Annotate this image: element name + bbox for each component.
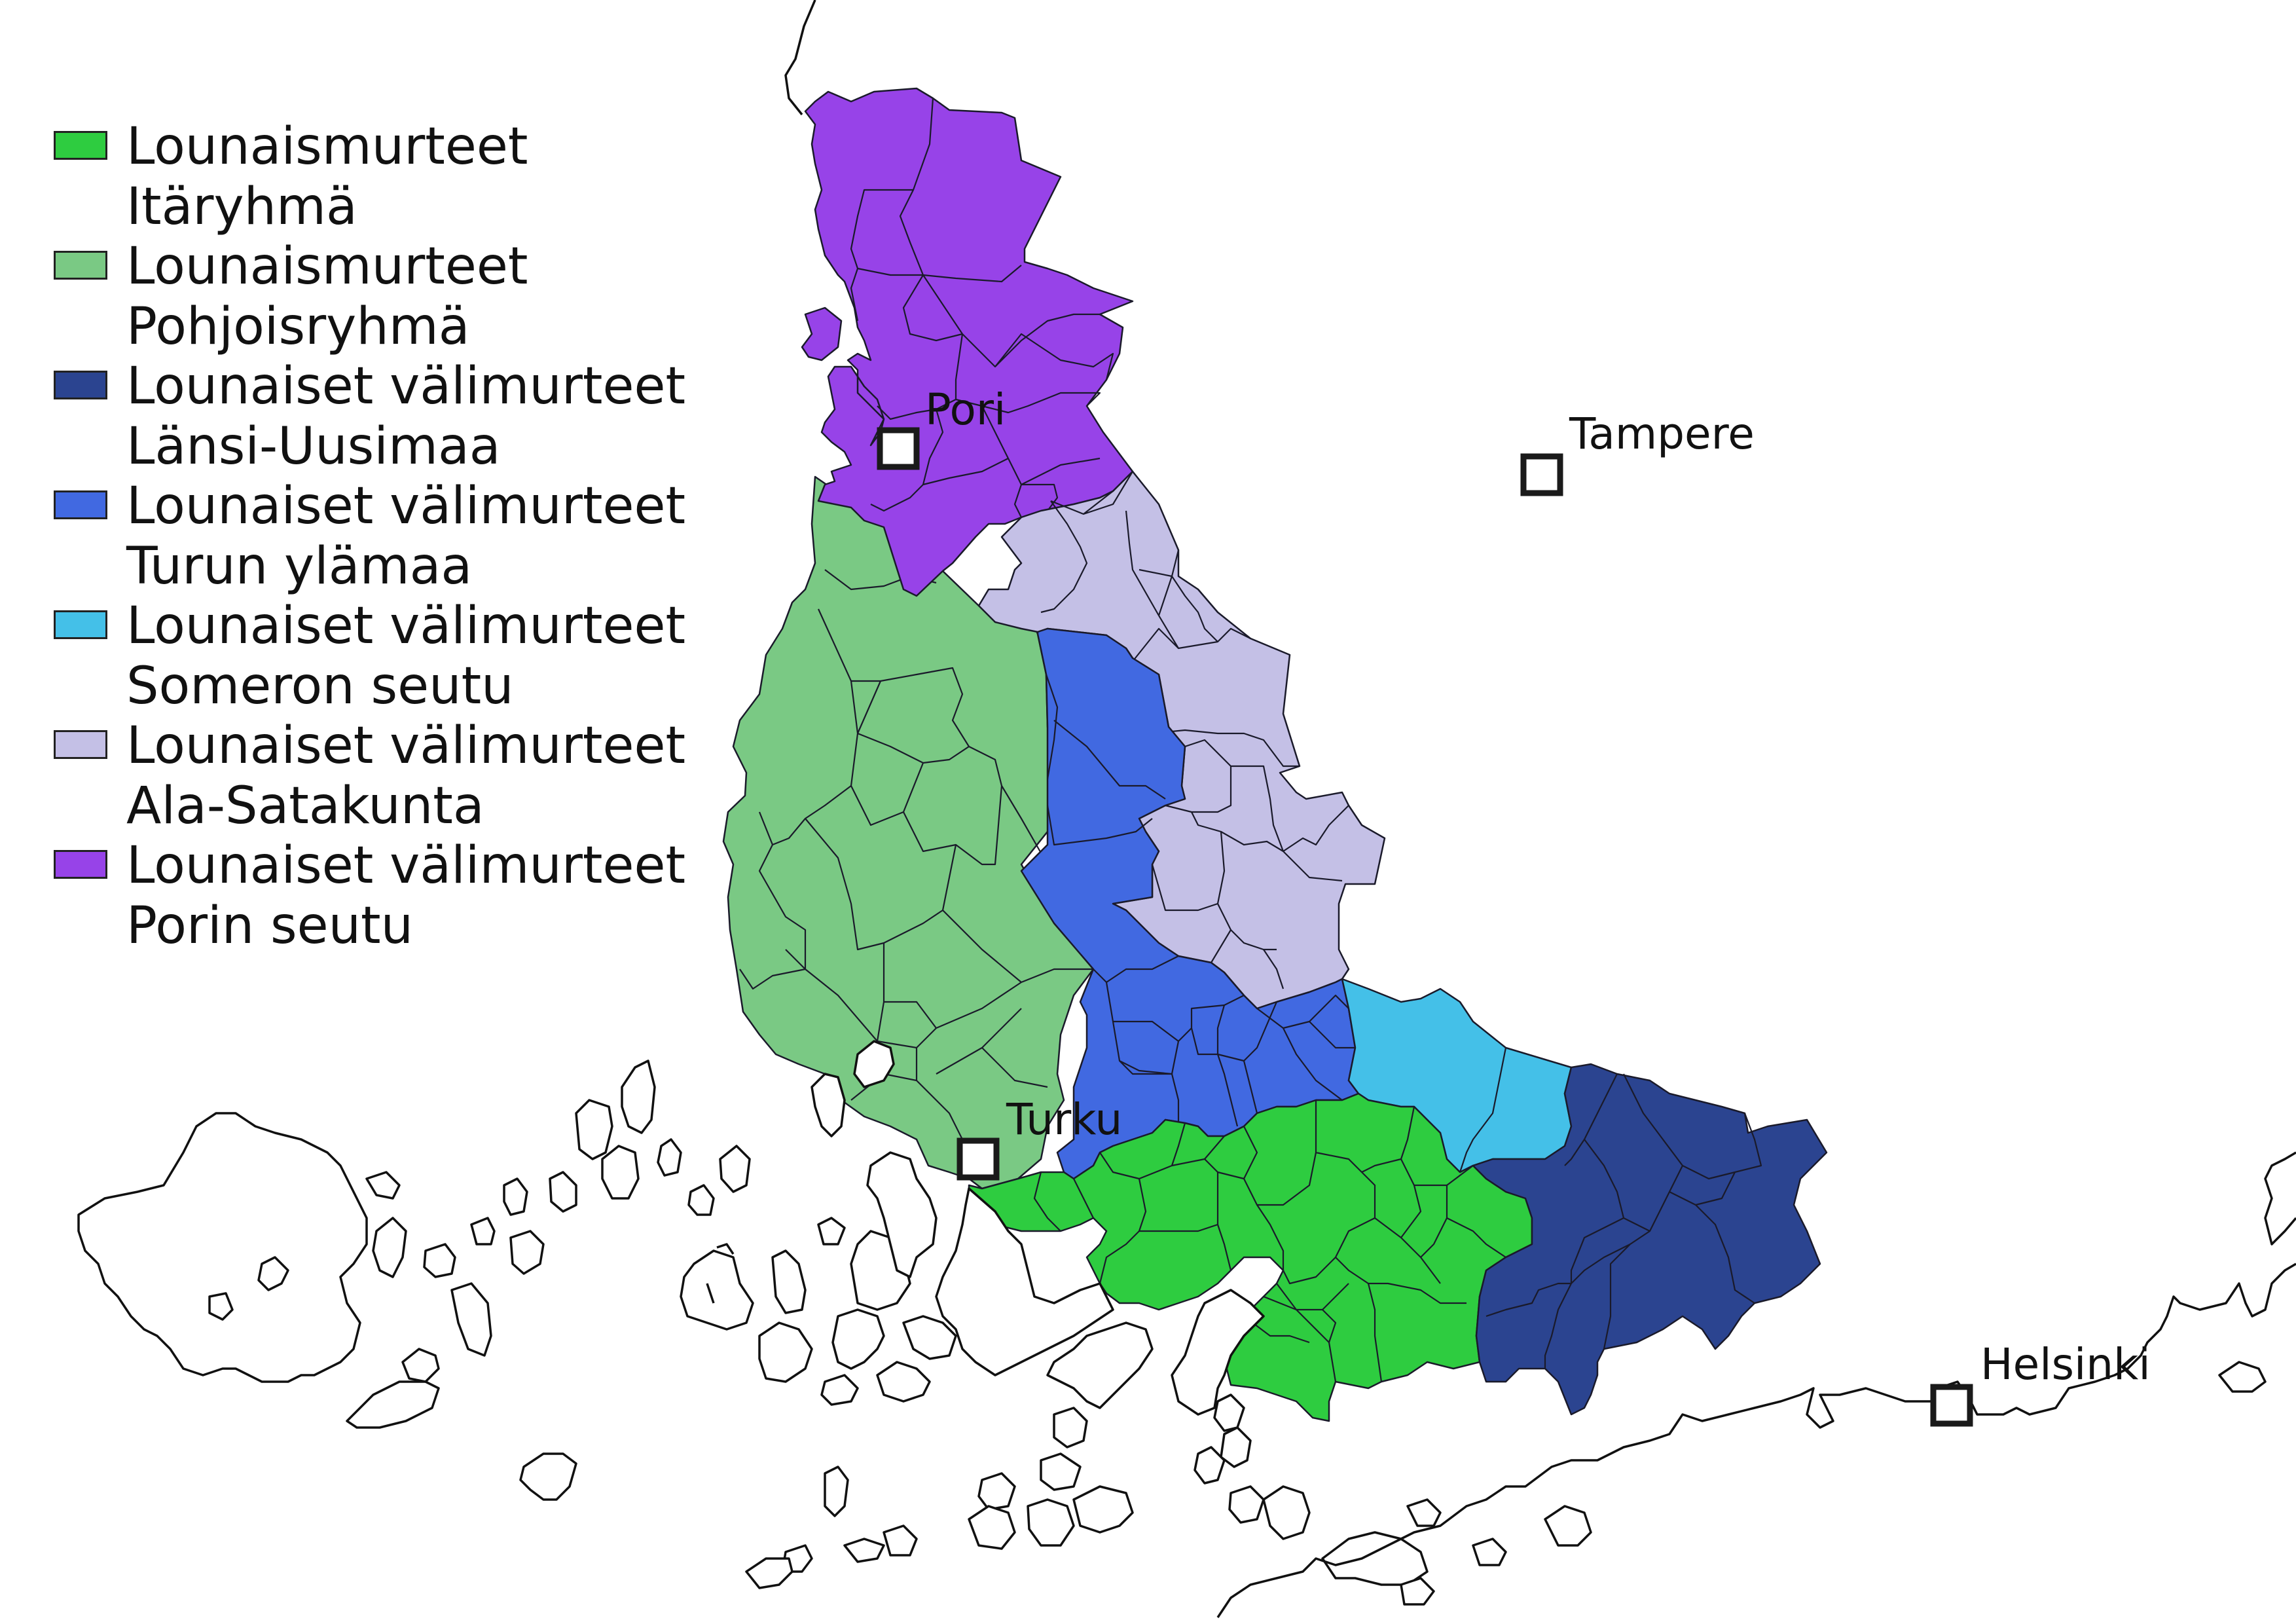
legend-sublabel: Länsi-Uusimaa <box>126 417 501 476</box>
legend-label: Lounaiset välimurteet <box>126 357 686 416</box>
legend-label: Lounaiset välimurteet <box>126 836 686 895</box>
turun-ylamaa-subdivisions <box>1021 674 1355 1127</box>
helsinki-marker[interactable] <box>1930 1384 1973 1427</box>
turku-marker[interactable] <box>957 1137 1000 1181</box>
pori-marker[interactable] <box>877 427 920 470</box>
porin-seutu-subdivisions <box>850 98 1114 518</box>
legend-label: Lounaiset välimurteet <box>126 597 686 655</box>
legend-sublabel: Someron seutu <box>126 657 514 716</box>
pohjoisryhma-subdivisions <box>739 569 1093 1140</box>
itaryhma-subdivisions <box>1033 1100 1506 1382</box>
legend-label: Lounaiset välimurteet <box>126 716 686 775</box>
someron-seutu-subdivisions <box>1459 1047 1507 1173</box>
legend-swatch <box>54 490 107 519</box>
lansi-uusimaa-subdivisions <box>1485 1073 1762 1369</box>
legend-swatch <box>54 371 107 399</box>
legend-sublabel: Porin seutu <box>126 896 414 955</box>
legend-sublabel: Ala-Satakunta <box>126 777 484 836</box>
legend-sublabel: Itäryhmä <box>126 177 357 236</box>
southern-coastline <box>1216 1151 2296 1618</box>
purple-island <box>801 306 843 361</box>
legend-sublabel: Turun ylämaa <box>126 537 473 596</box>
legend-swatch <box>54 251 107 280</box>
archipelago-islands <box>77 1040 2267 1606</box>
region-lansi-uusimaa <box>1472 1063 1828 1416</box>
northern-coastline <box>784 0 816 116</box>
tampere-marker[interactable] <box>1520 453 1563 496</box>
legend-label: Lounaismurteet <box>126 117 528 176</box>
tampere-label: Tampere <box>1569 409 1755 459</box>
legend-swatch <box>54 850 107 879</box>
legend-label: Lounaismurteet <box>126 237 528 296</box>
legend-label: Lounaiset välimurteet <box>126 477 686 536</box>
legend-swatch <box>54 730 107 759</box>
region-itaryhma <box>968 1092 1533 1422</box>
pori-label: Pori <box>925 384 1006 435</box>
legend-swatch <box>54 610 107 639</box>
ala-satakunta-subdivisions <box>1040 471 1349 989</box>
turku-label: Turku <box>1006 1094 1122 1145</box>
legend-swatch <box>54 131 107 160</box>
helsinki-label: Helsinki <box>1980 1339 2151 1390</box>
legend-sublabel: Pohjoisryhmä <box>126 297 470 356</box>
